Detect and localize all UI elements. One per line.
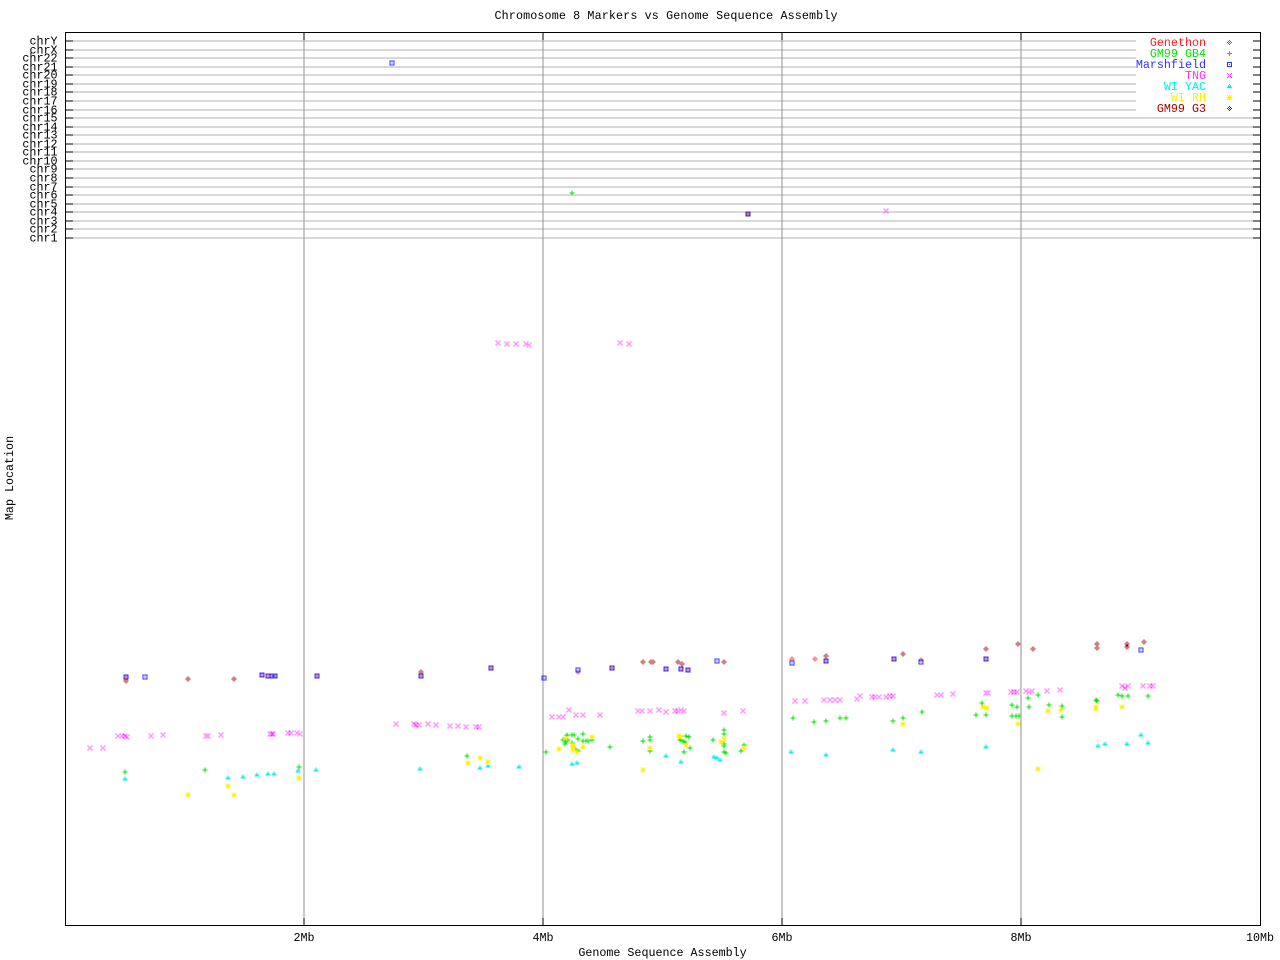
svg-text:Genome Sequence Assembly: Genome Sequence Assembly [578, 946, 746, 960]
svg-text:chr7: chr7 [29, 181, 57, 195]
svg-text:WI RH: WI RH [1171, 91, 1206, 105]
svg-text:chr18: chr18 [22, 86, 57, 100]
svg-text:chr22: chr22 [22, 52, 57, 66]
svg-text:chrY: chrY [29, 35, 57, 49]
svg-text:10Mb: 10Mb [1246, 931, 1274, 945]
svg-text:Genethon: Genethon [1150, 36, 1206, 50]
svg-text:chrX: chrX [29, 44, 57, 58]
svg-text:chr13: chr13 [22, 129, 57, 143]
svg-text:4Mb: 4Mb [532, 931, 553, 945]
svg-text:WI YAC: WI YAC [1164, 80, 1206, 94]
svg-text:2Mb: 2Mb [293, 931, 314, 945]
svg-text:chr1: chr1 [29, 232, 57, 246]
svg-text:chr2: chr2 [29, 223, 57, 237]
svg-text:chr8: chr8 [29, 172, 57, 186]
svg-text:chr6: chr6 [29, 189, 57, 203]
svg-text:chr20: chr20 [22, 69, 57, 83]
svg-text:chr19: chr19 [22, 78, 57, 92]
svg-text:chr17: chr17 [22, 95, 57, 109]
svg-text:chr5: chr5 [29, 198, 57, 212]
svg-text:Map Location: Map Location [3, 436, 17, 520]
svg-text:chr12: chr12 [22, 138, 57, 152]
svg-text:chr9: chr9 [29, 163, 57, 177]
svg-text:8Mb: 8Mb [1010, 931, 1031, 945]
svg-text:chr4: chr4 [29, 206, 57, 220]
svg-text:Chromosome 8 Markers vs Genome: Chromosome 8 Markers vs Genome Sequence … [495, 9, 838, 23]
svg-text:chr11: chr11 [22, 146, 57, 160]
svg-text:chr15: chr15 [22, 112, 57, 126]
svg-text:TNG: TNG [1185, 69, 1206, 83]
svg-text:chr16: chr16 [22, 104, 57, 118]
svg-text:chr21: chr21 [22, 61, 57, 75]
svg-text:GM99 G3: GM99 G3 [1157, 102, 1206, 116]
svg-text:chr3: chr3 [29, 215, 57, 229]
svg-text:chr14: chr14 [22, 121, 57, 135]
svg-text:6Mb: 6Mb [771, 931, 792, 945]
svg-text:chr10: chr10 [22, 155, 57, 169]
svg-text:GM99 GB4: GM99 GB4 [1150, 47, 1206, 61]
svg-text:Marshfield: Marshfield [1136, 58, 1206, 72]
